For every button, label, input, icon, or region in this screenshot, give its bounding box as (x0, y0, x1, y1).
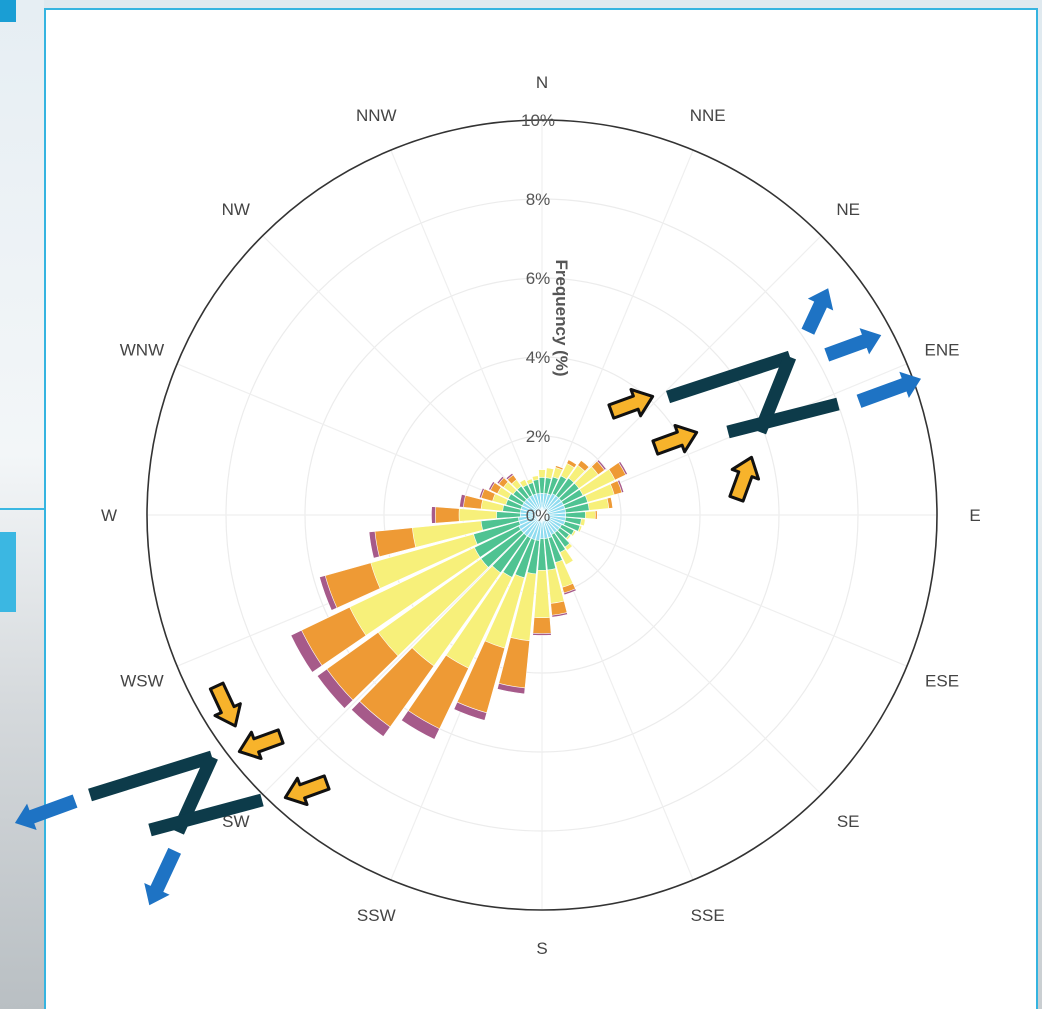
arrow-out-ne-2 (824, 328, 882, 362)
polar-grid (146, 119, 938, 911)
grid-spoke (541, 235, 822, 516)
direction-label-nw: NW (222, 200, 250, 219)
frequency-bars (290, 459, 628, 740)
direction-label-se: SE (837, 812, 860, 831)
direction-label-ese: ESE (925, 672, 959, 691)
direction-label-ene: ENE (925, 340, 960, 359)
runway-ne-line-upper (665, 350, 793, 404)
direction-labels: N NNE NE ENE E ESE SE SSE S SSW SW WSW W WNW NW NNW (101, 73, 981, 958)
direction-label-w: W (101, 506, 117, 525)
arrow-in-ne-3 (728, 455, 761, 503)
direction-label-wsw: WSW (120, 672, 163, 691)
arrow-out-sw-2 (144, 847, 182, 906)
radial-tick-label-1: 2% (526, 427, 551, 446)
direction-label-nne: NNE (690, 106, 726, 125)
runway-ne-line-lower (726, 397, 840, 439)
radial-tick-label-4: 8% (526, 190, 551, 209)
runway-sw-line-lower (148, 793, 264, 837)
outer-ring (146, 119, 938, 911)
background-tab-top (0, 0, 16, 22)
grid-spoke (390, 149, 543, 516)
background-left-strip (0, 0, 44, 1009)
direction-label-ne: NE (836, 200, 860, 219)
direction-label-wnw: WNW (120, 340, 164, 359)
bar-350deg-class-1 (536, 493, 543, 516)
arrow-in-sw-2 (237, 728, 285, 761)
arrow-in-sw-1 (208, 681, 242, 728)
grid-spoke (262, 514, 543, 795)
runway-annotations (14, 288, 922, 906)
radial-axis-title: Frequency (%) (552, 259, 571, 376)
background-divider (0, 508, 46, 510)
grid-spoke (541, 514, 908, 667)
direction-label-ssw: SSW (357, 906, 396, 925)
arrow-out-sw-1 (14, 794, 78, 830)
direction-label-n: N (536, 73, 548, 92)
radial-tick-label-3: 6% (526, 269, 551, 288)
background-tab-middle (0, 532, 16, 612)
radial-ticks: 0% 2% 4% 6% 8% 10% (521, 111, 555, 525)
runway-sw-line-upper (88, 750, 214, 802)
direction-label-e: E (969, 506, 980, 525)
direction-label-sse: SSE (691, 906, 725, 925)
arrow-out-ne-1 (801, 288, 834, 335)
direction-label-nnw: NNW (356, 106, 397, 125)
radial-tick-label-5: 10% (521, 111, 555, 130)
arrow-in-ne-1 (607, 387, 655, 420)
radial-tick-label-2: 4% (526, 348, 551, 367)
arrow-out-ne-3 (856, 371, 922, 408)
direction-label-s: S (536, 939, 547, 958)
radial-tick-label-0: 0% (526, 506, 551, 525)
grid-spoke (262, 235, 543, 516)
direction-label-sw: SW (222, 812, 249, 831)
grid-spoke (541, 514, 822, 795)
arrow-in-ne-2 (651, 423, 699, 456)
arrow-in-sw-3 (283, 774, 331, 807)
grid-spoke (176, 363, 543, 516)
grid-spoke (541, 149, 694, 516)
